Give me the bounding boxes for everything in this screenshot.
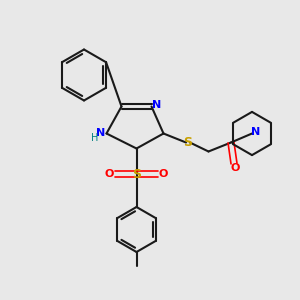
Text: S: S bbox=[183, 136, 192, 149]
Text: O: O bbox=[231, 163, 240, 173]
Text: N: N bbox=[97, 128, 106, 139]
Text: O: O bbox=[105, 169, 114, 179]
Text: N: N bbox=[251, 127, 260, 137]
Text: N: N bbox=[152, 100, 161, 110]
Text: S: S bbox=[132, 167, 141, 181]
Text: H: H bbox=[92, 133, 99, 143]
Text: O: O bbox=[159, 169, 168, 179]
